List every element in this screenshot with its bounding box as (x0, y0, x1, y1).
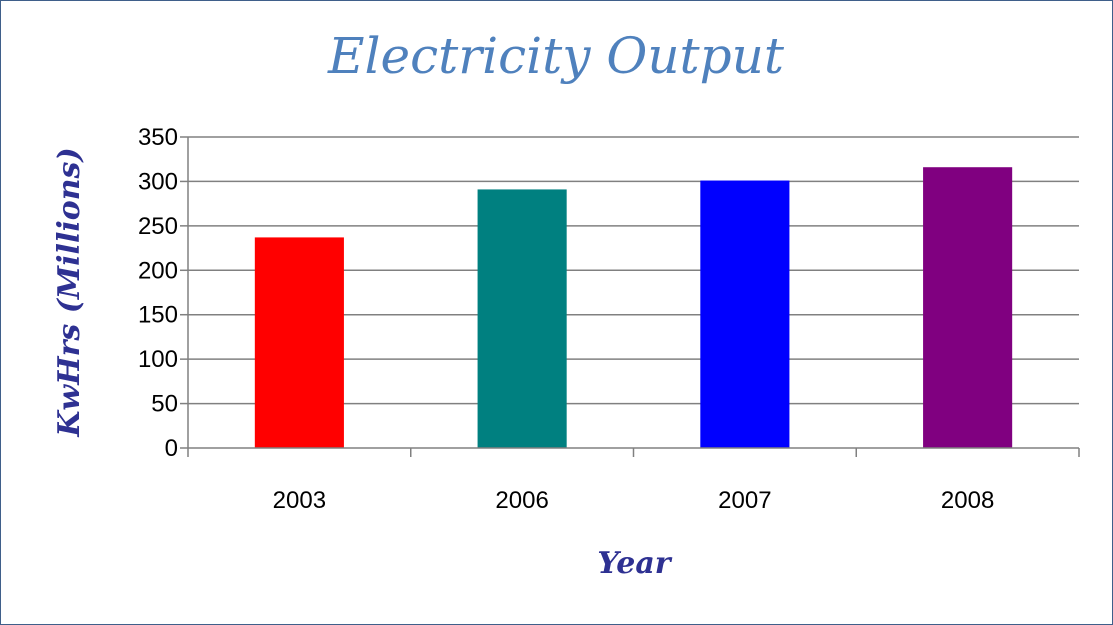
y-tick-label: 200 (138, 257, 178, 284)
y-tick-label: 0 (165, 435, 178, 462)
axes (187, 137, 1080, 457)
y-tick-label: 50 (151, 391, 178, 418)
y-tick-label: 100 (138, 346, 178, 373)
x-tick-labels: 2003 2006 2007 2008 (273, 487, 995, 514)
y-tick-label: 300 (138, 168, 178, 195)
y-tick-labels: 0 50 100 150 200 250 300 350 (138, 124, 178, 462)
bar-2003 (254, 237, 344, 448)
x-tick-label: 2008 (941, 487, 994, 514)
bar-2006 (477, 189, 567, 448)
bar-2008 (923, 167, 1013, 448)
x-axis-title: Year (597, 546, 672, 581)
x-tick-label: 2003 (273, 487, 326, 514)
x-tick-label: 2007 (718, 487, 771, 514)
bars (254, 167, 1013, 449)
y-tick-label: 350 (138, 124, 178, 151)
x-tick-label: 2006 (495, 487, 548, 514)
bar-2007 (700, 180, 790, 449)
y-tick-label: 250 (138, 213, 178, 240)
chart-title: Electricity Output (327, 27, 785, 85)
y-axis-title: KwHrs (Millions) (52, 147, 87, 437)
y-tick-label: 150 (138, 302, 178, 329)
